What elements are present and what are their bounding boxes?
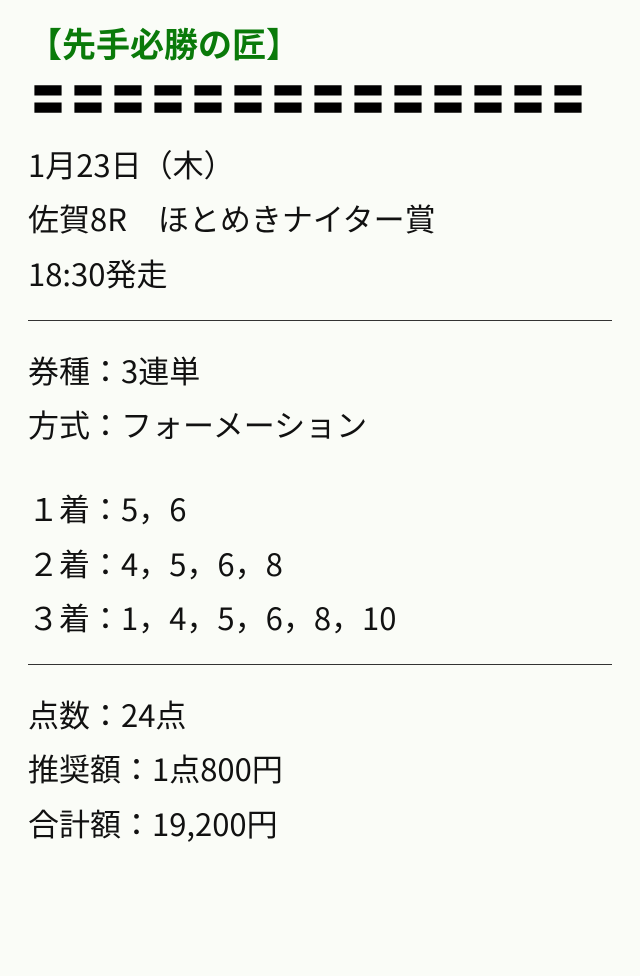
position-3-line: ３着：1，4，5，6，8，10	[28, 590, 612, 644]
ticket-type-line: 券種：3連単	[28, 343, 612, 397]
total-amount-line: 合計額：19,200円	[28, 796, 612, 850]
points-line: 点数：24点	[28, 687, 612, 741]
separator-1	[28, 320, 612, 321]
separator-2	[28, 664, 612, 665]
start-time-line: 18:30発走	[28, 246, 612, 300]
position-2-line: ２着：4，5，6，8	[28, 536, 612, 590]
prediction-card: 【先手必勝の匠】 〓〓〓〓〓〓〓〓〓〓〓〓〓〓 1月23日（木） 佐賀8R ほと…	[0, 0, 640, 868]
date-line: 1月23日（木）	[28, 137, 612, 191]
divider-double-line: 〓〓〓〓〓〓〓〓〓〓〓〓〓〓	[28, 81, 612, 115]
blank-spacer	[28, 451, 612, 481]
race-line: 佐賀8R ほとめきナイター賞	[28, 191, 612, 245]
position-1-line: １着：5，6	[28, 481, 612, 535]
method-line: 方式：フォーメーション	[28, 397, 612, 451]
recommended-amount-line: 推奨額：1点800円	[28, 741, 612, 795]
card-title: 【先手必勝の匠】	[28, 18, 612, 67]
